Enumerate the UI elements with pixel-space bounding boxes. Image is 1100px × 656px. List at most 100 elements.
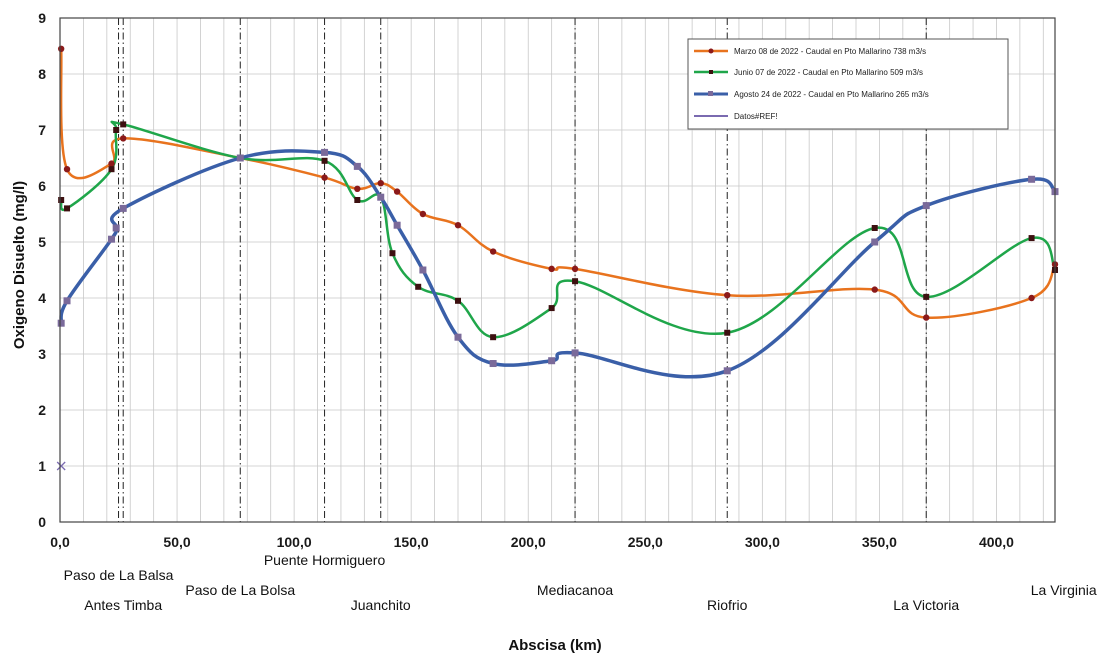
series-marker <box>489 360 497 368</box>
series-marker <box>455 297 461 304</box>
series-marker <box>922 202 930 210</box>
series-marker <box>393 221 401 229</box>
x-tick-label: 300,0 <box>745 534 780 550</box>
series-marker <box>923 314 930 321</box>
series-marker <box>1028 235 1035 242</box>
y-tick-label: 6 <box>38 178 46 194</box>
series-marker <box>1028 294 1035 302</box>
series-marker <box>724 329 731 336</box>
series-marker <box>724 292 731 299</box>
series-marker <box>419 210 427 218</box>
series-marker <box>548 305 555 312</box>
series-marker <box>871 225 878 231</box>
station-label: Antes Timba <box>84 597 162 613</box>
x-tick-label: 100,0 <box>277 534 312 550</box>
station-label: La Virginia <box>1031 582 1097 598</box>
series-marker <box>108 166 115 173</box>
series-marker <box>377 180 384 187</box>
series-marker <box>571 265 579 273</box>
series-marker <box>321 148 329 156</box>
y-tick-label: 4 <box>38 290 46 306</box>
series-marker <box>571 349 579 357</box>
legend-label-agosto: Agosto 24 de 2022 - Caudal en Pto Mallar… <box>734 90 929 99</box>
legend: Marzo 08 de 2022 - Caudal en Pto Mallari… <box>687 38 1009 130</box>
y-tick-label: 3 <box>38 346 46 362</box>
series-marker <box>57 45 65 52</box>
plot-frame <box>59 17 1056 523</box>
series-marker <box>321 157 328 164</box>
series-marker <box>321 174 328 181</box>
series-marker <box>56 461 66 471</box>
x-tick-label: 0,0 <box>50 534 70 550</box>
series-marker <box>419 266 427 274</box>
series-marker <box>415 283 422 290</box>
series-marker <box>63 166 71 173</box>
station-label: Riofrio <box>707 597 748 613</box>
y-tick-label: 2 <box>38 402 46 418</box>
series-marker <box>236 154 244 162</box>
series-marker <box>119 204 127 212</box>
station-label: Mediacanoa <box>537 582 613 598</box>
series-marker <box>120 135 127 142</box>
y-tick-label: 0 <box>38 514 46 530</box>
grid <box>59 17 1055 523</box>
series-marker <box>393 188 401 195</box>
series-line <box>59 149 1057 379</box>
series-marker <box>871 286 878 293</box>
y-axis-title: Oxigeno Disuelto (mg/l) <box>11 181 28 349</box>
series-marker <box>353 162 361 170</box>
station-label: Paso de La Bolsa <box>185 582 295 598</box>
x-tick-label: 200,0 <box>511 534 546 550</box>
x-tick-label: 250,0 <box>628 534 663 550</box>
legend-item-junio: Junio 07 de 2022 - Caudal en Pto Mallari… <box>694 68 923 77</box>
series-marker <box>723 367 731 375</box>
y-tick-label: 9 <box>38 10 46 26</box>
series-marker <box>1028 175 1036 183</box>
legend-label-marzo: Marzo 08 de 2022 - Caudal en Pto Mallari… <box>734 47 926 56</box>
y-tick-label: 8 <box>38 66 46 82</box>
series-markers <box>56 45 1059 471</box>
series-marker <box>58 197 65 203</box>
series-marker <box>108 235 116 243</box>
station-label: Puente Hormiguero <box>264 552 386 568</box>
station-label: Juanchito <box>351 597 411 613</box>
series-marker <box>454 222 462 229</box>
x-axis-title: Abscisa (km) <box>508 637 601 654</box>
legend-box <box>687 38 1009 130</box>
series-marker <box>923 293 930 300</box>
x-tick-label: 350,0 <box>862 534 897 550</box>
y-tick-labels: 0 1 2 3 4 5 6 7 8 9 <box>38 10 46 530</box>
series-marker <box>63 297 71 305</box>
x-tick-label: 400,0 <box>979 534 1014 550</box>
series-marker <box>489 248 497 255</box>
series-marker <box>389 250 396 257</box>
series-marker <box>57 319 65 327</box>
series-marker <box>64 205 71 212</box>
y-tick-label: 5 <box>38 234 46 250</box>
legend-item-marzo: Marzo 08 de 2022 - Caudal en Pto Mallari… <box>694 47 926 56</box>
series-marker <box>112 224 120 232</box>
series-marker <box>113 127 120 133</box>
y-tick-label: 1 <box>38 458 46 474</box>
station-label: La Victoria <box>893 597 959 613</box>
legend-label-datos: Datos#REF! <box>734 112 778 121</box>
station-label: Paso de La Balsa <box>64 567 174 583</box>
legend-item-agosto: Agosto 24 de 2022 - Caudal en Pto Mallar… <box>694 90 929 99</box>
series-marker <box>572 278 579 285</box>
series-marker <box>454 333 462 341</box>
y-tick-label: 7 <box>38 122 46 138</box>
series-marker <box>548 357 556 365</box>
station-labels: Paso de La Balsa Antes Timba Paso de La Bo… <box>64 552 1097 613</box>
legend-label-junio: Junio 07 de 2022 - Caudal en Pto Mallari… <box>734 68 923 77</box>
series-marker <box>354 185 361 192</box>
x-tick-labels: 0,0 50,0 100,0 150,0 200,0 250,0 300,0 350,0 400… <box>50 534 1014 550</box>
series-marker <box>490 334 497 341</box>
series-marker <box>108 160 115 167</box>
legend-item-datos: Datos#REF! <box>694 112 778 121</box>
series-marker <box>120 121 127 128</box>
series-marker <box>548 265 555 273</box>
series-marker <box>377 193 385 201</box>
x-tick-label: 50,0 <box>163 534 190 550</box>
x-tick-label: 150,0 <box>394 534 429 550</box>
